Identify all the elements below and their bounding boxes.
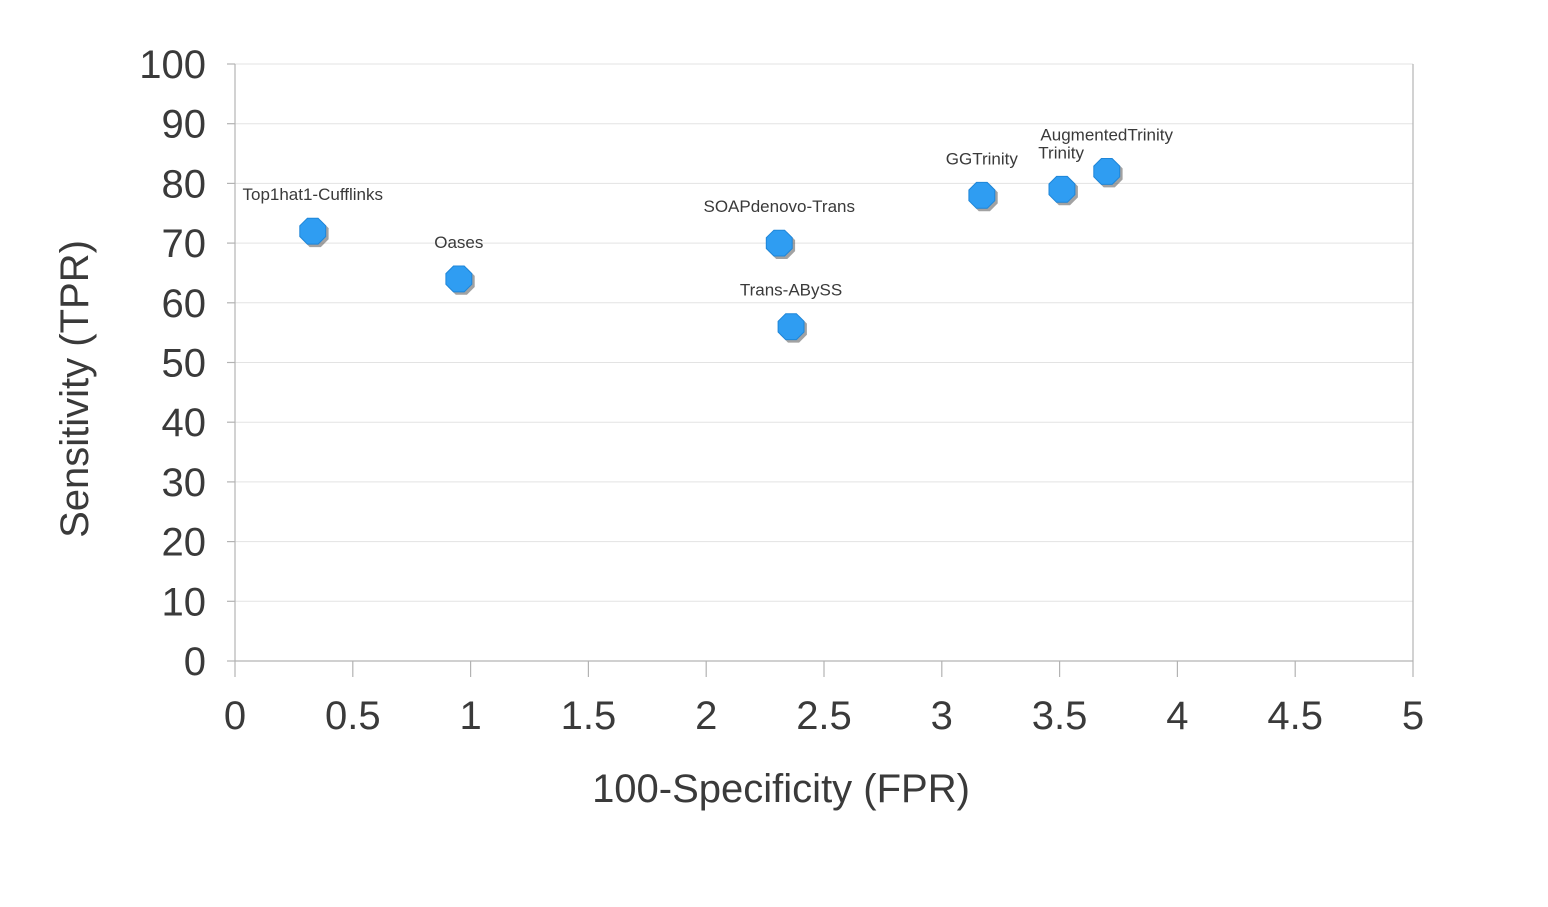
x-tick-label: 0.5	[325, 694, 381, 738]
y-tick-label: 60	[162, 282, 207, 326]
point-soapdenovo-trans	[765, 229, 793, 257]
y-tick-label: 100	[139, 43, 206, 87]
x-tick-label: 4	[1166, 694, 1188, 738]
point-label-soapdenovo-trans: SOAPdenovo-Trans	[703, 197, 855, 216]
x-axis-title: 100-Specificity (FPR)	[592, 767, 970, 811]
x-tick-label: 3.5	[1032, 694, 1088, 738]
x-tick-label: 2	[695, 694, 717, 738]
data-labels: Top1hat1-Cufflinks Oases SOAPdenovo-Trans T…	[242, 125, 1173, 299]
x-tick-label: 0	[224, 694, 246, 738]
point-label-trans-abyss: Trans-ABySS	[740, 281, 842, 300]
y-tick-label: 80	[162, 162, 207, 206]
grid-lines	[235, 63, 1413, 602]
y-tick-label: 50	[162, 342, 207, 386]
point-trans-abyss	[777, 313, 805, 341]
point-ggtrinity	[968, 181, 996, 209]
x-tick-label: 1.5	[561, 694, 617, 738]
point-oases	[445, 265, 473, 293]
point-label-top1hat1-cufflinks: Top1hat1-Cufflinks	[242, 185, 383, 204]
point-augmentedtrinity	[1093, 158, 1121, 185]
y-tick-label: 30	[162, 461, 207, 505]
point-label-ggtrinity: GGTrinity	[946, 149, 1019, 168]
y-tick-label: 20	[162, 521, 207, 565]
data-points	[299, 158, 1123, 343]
y-tick-label: 40	[162, 401, 207, 445]
axes	[227, 63, 1414, 677]
point-trinity	[1048, 175, 1076, 203]
x-tick-label: 2.5	[796, 694, 852, 738]
y-tick-label: 70	[162, 222, 207, 266]
x-tick-label: 1	[459, 694, 481, 738]
y-tick-label: 90	[162, 103, 207, 147]
y-tick-label: 0	[184, 640, 206, 684]
point-top1hat1-cufflinks	[299, 217, 327, 245]
y-axis-title: Sensitivity (TPR)	[53, 240, 97, 538]
tick-labels: 0 10 20 30 40 50 60 70 80 90 100 0 0.5 1 1.5 2 2.5 3 3.5 4 4…	[139, 43, 1424, 738]
x-tick-label: 3	[931, 694, 953, 738]
x-tick-label: 4.5	[1267, 694, 1323, 738]
y-tick-label: 10	[162, 580, 207, 624]
point-label-augmentedtrinity: AugmentedTrinity	[1040, 125, 1173, 144]
point-label-oases: Oases	[434, 233, 483, 252]
x-tick-label: 5	[1402, 694, 1424, 738]
point-label-trinity: Trinity	[1038, 143, 1084, 162]
